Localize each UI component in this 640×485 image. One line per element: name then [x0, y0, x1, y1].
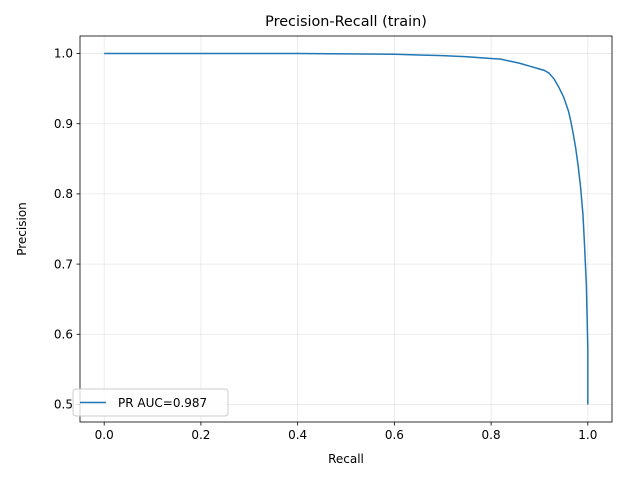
- axis-ticks: 0.0 0.2 0.4 0.6 0.8 1.0 0.5 0.6 0.7 0.8 0.9 1.0: [54, 47, 597, 442]
- axes-frame: [79, 35, 613, 423]
- x-tick-label: 0.8: [482, 428, 501, 442]
- x-tick-label: 0.6: [385, 428, 404, 442]
- y-tick-label: 0.7: [54, 257, 73, 271]
- grid-lines: [80, 36, 612, 422]
- legend: PR AUC=0.987: [72, 388, 229, 417]
- legend-box: [72, 388, 229, 417]
- y-tick-label: 0.8: [54, 187, 73, 201]
- y-tick-label: 1.0: [54, 47, 73, 61]
- legend-label: PR AUC=0.987: [118, 396, 207, 410]
- y-tick-label: 0.5: [54, 398, 73, 412]
- chart-title: Precision-Recall (train): [265, 14, 427, 30]
- x-axis-label: Recall: [328, 452, 364, 466]
- x-tick-label: 1.0: [578, 428, 597, 442]
- y-axis-label: Precision: [15, 202, 29, 256]
- x-tick-label: 0.4: [288, 428, 307, 442]
- series-line: [104, 52, 589, 405]
- series-layer: [104, 52, 589, 405]
- y-tick-label: 0.6: [54, 327, 73, 341]
- x-tick-label: 0.0: [95, 428, 114, 442]
- x-tick-label: 0.2: [191, 428, 210, 442]
- y-tick-label: 0.9: [54, 117, 73, 131]
